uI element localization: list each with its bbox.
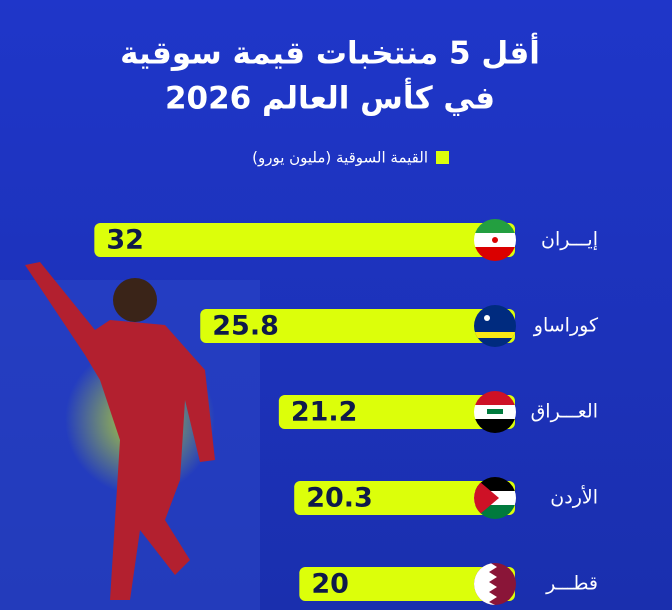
legend-swatch (436, 151, 449, 164)
chart-title: أقل 5 منتخبات قيمة سوقية (120, 33, 540, 72)
category-label: العـــراق (531, 401, 598, 423)
value-label: 20 (311, 569, 349, 600)
bar (94, 223, 515, 257)
bar (299, 567, 515, 601)
category-label: إيـــران (541, 229, 598, 252)
value-label: 32 (106, 225, 144, 256)
category-label: الأردن (550, 486, 598, 509)
bar (294, 481, 515, 515)
value-label: 21.2 (291, 397, 358, 428)
flag-curacao (474, 305, 516, 347)
chart-subtitle: في كأس العالم 2026 (165, 78, 495, 117)
value-label: 20.3 (306, 483, 373, 514)
bar (200, 309, 515, 343)
value-label: 25.8 (212, 311, 279, 342)
flags (474, 219, 516, 605)
category-label: قطـــر (545, 573, 598, 595)
flag-iran (474, 219, 516, 261)
bar (278, 395, 515, 429)
flag-iraq (474, 391, 516, 433)
player-silhouette (25, 262, 215, 600)
flag-jordan (474, 477, 516, 519)
legend-label: القيمة السوقية (مليون يورو) (252, 149, 428, 167)
category-label: كوراساو (533, 315, 599, 337)
flag-qatar (474, 563, 516, 605)
